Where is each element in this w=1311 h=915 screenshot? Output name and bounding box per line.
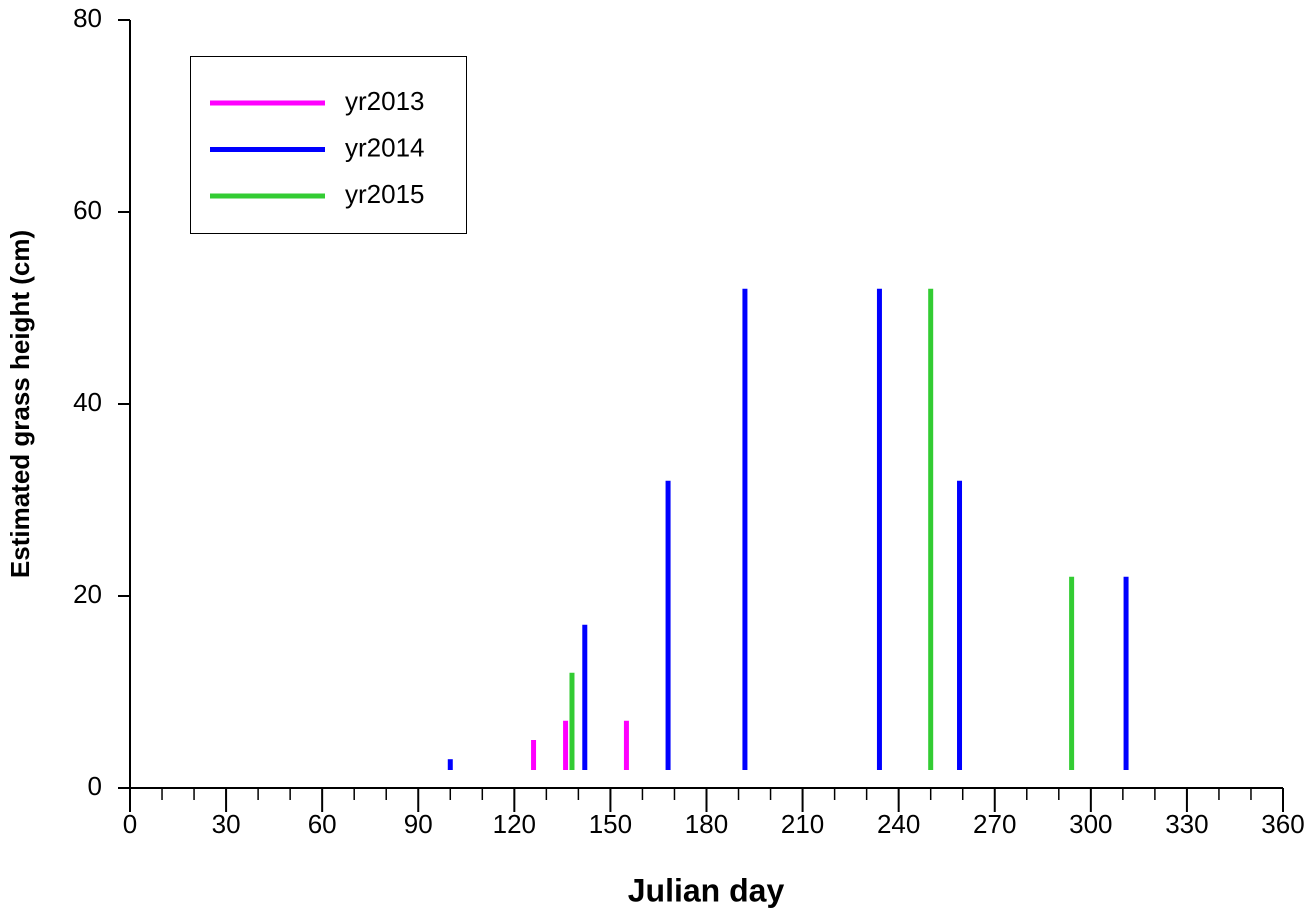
legend-label: yr2013: [345, 86, 425, 116]
x-tick-label: 300: [1069, 809, 1112, 839]
legend-label: yr2015: [345, 179, 425, 209]
y-tick-label: 0: [88, 771, 102, 801]
x-tick-label: 270: [973, 809, 1016, 839]
legend-box: [190, 56, 467, 234]
x-tick-label: 240: [877, 809, 920, 839]
y-axis-title: Estimated grass height (cm): [5, 230, 35, 578]
x-tick-label: 150: [589, 809, 632, 839]
y-tick-label: 20: [73, 579, 102, 609]
x-tick-label: 60: [308, 809, 337, 839]
x-axis-title: Julian day: [628, 872, 785, 908]
y-tick-label: 60: [73, 195, 102, 225]
x-tick-label: 90: [404, 809, 433, 839]
x-tick-label: 210: [781, 809, 824, 839]
legend-label: yr2014: [345, 132, 425, 162]
x-tick-label: 360: [1261, 809, 1304, 839]
x-tick-label: 120: [493, 809, 536, 839]
x-tick-label: 330: [1165, 809, 1208, 839]
x-tick-label: 30: [212, 809, 241, 839]
x-tick-label: 0: [123, 809, 137, 839]
y-tick-label: 80: [73, 3, 102, 33]
y-tick-label: 40: [73, 387, 102, 417]
x-tick-label: 180: [685, 809, 728, 839]
